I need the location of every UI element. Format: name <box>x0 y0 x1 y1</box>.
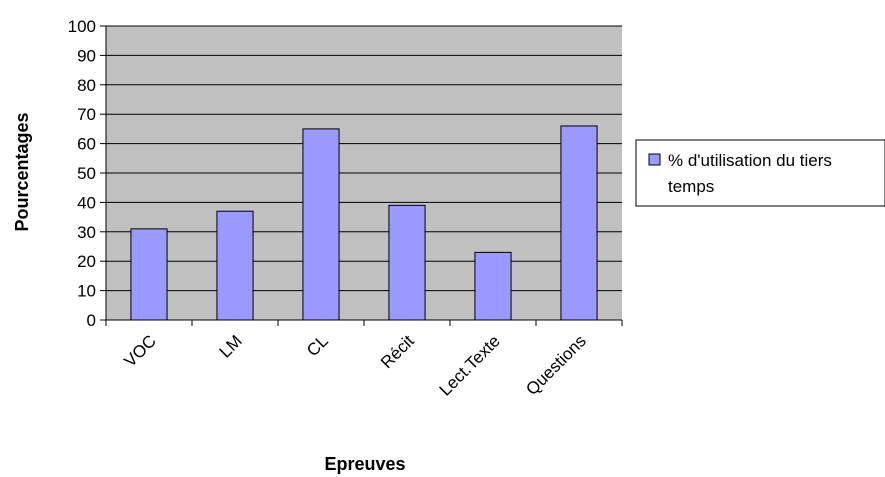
category-label: CL <box>303 331 332 360</box>
legend-box <box>635 139 885 207</box>
y-tick-label: 20 <box>77 252 96 271</box>
y-tick-label: 50 <box>77 164 96 183</box>
y-tick-label: 0 <box>87 311 96 330</box>
y-tick-label: 100 <box>68 17 96 36</box>
bar <box>302 128 340 321</box>
y-tick-label: 40 <box>77 193 96 212</box>
y-tick-label: 30 <box>77 223 96 242</box>
plot-layer: 0 10 20 30 40 50 60 70 80 90 100 VOC LM CL Récit Lect.T… <box>68 17 623 400</box>
legend: % d'utilisation du tiers temps <box>635 139 885 207</box>
x-axis-title: Epreuves <box>324 454 405 474</box>
category-label: LM <box>216 331 246 361</box>
bar <box>216 210 254 321</box>
category-label: Récit <box>377 331 418 372</box>
legend-label-line1: % d'utilisation du tiers <box>668 151 832 170</box>
category-label: Questions <box>522 331 590 399</box>
legend-label-line2: temps <box>668 177 714 196</box>
bar <box>388 204 426 321</box>
bar <box>560 125 598 321</box>
bar <box>474 251 512 321</box>
y-tick-label: 90 <box>77 46 96 65</box>
y-tick-label: 70 <box>77 105 96 124</box>
category-label: Lect.Texte <box>436 331 504 399</box>
y-tick-label: 10 <box>77 282 96 301</box>
y-tick-label: 80 <box>77 76 96 95</box>
legend-swatch <box>648 153 661 166</box>
y-tick-label: 60 <box>77 135 96 154</box>
category-label: VOC <box>120 331 159 370</box>
bar <box>130 228 168 321</box>
y-axis-title: Pourcentages <box>12 112 32 231</box>
